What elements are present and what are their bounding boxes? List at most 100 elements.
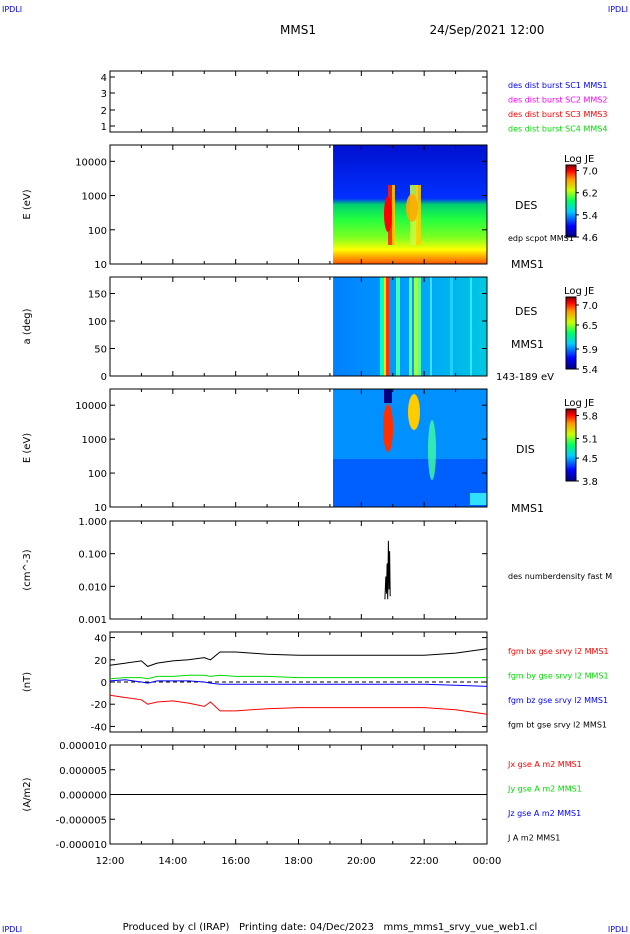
des-energy-colorbar [565,164,577,238]
density-panel-frame [109,520,488,620]
density-panel-ytick-label: 0.100 [78,550,107,561]
fgm-panel-ytick-label: 20 [94,656,107,667]
current-panel-ytick-label: 0.000000 [59,791,107,802]
header-spacecraft: MMS1 [280,23,316,37]
burst-legend-entry: des dist burst SC4 MMS4 [508,125,607,134]
dis-energy-panel-ytick-label: 10 [94,503,107,514]
density-panel-ylabel: (cm^-3) [22,549,33,590]
des-pitch-panel-ylabel: a (deg) [22,308,33,344]
dis-energy-hotspot [408,394,420,430]
corner-label-bottom-left: IPDLI [2,925,22,934]
burst-legend-entry: des dist burst SC3 MMS3 [508,110,607,119]
des-pitch-colorbar-label: 6.5 [582,321,598,332]
density-series-line [384,540,391,600]
dis-energy-panel-ytick-label: 10000 [75,401,107,412]
current-panel-ytick-label: 0.000005 [59,766,107,777]
dis-energy-hotspot [383,404,393,452]
des-energy-colorbar-label: 5.4 [582,211,598,222]
burst-legend-entry: des dist burst SC1 MMS1 [508,81,607,90]
fgm-series-line [109,648,488,667]
des-pitch-label: DES [515,305,537,318]
current-legend-entry: Jx gse A m2 MMS1 [507,760,582,769]
des-energy-colorbar-label: 4.6 [582,233,598,244]
fgm-legend-entry: fgm bx gse srvy l2 MMS1 [508,647,609,656]
fgm-series-line [109,694,488,715]
fgm-legend-entry: fgm bz gse srvy l2 MMS1 [508,696,608,705]
density-panel-ytick-label: 1.000 [78,517,107,528]
des-pitch-panel-ytick-label: 150 [88,290,107,301]
dis-energy-low-feature [470,493,487,505]
corner-label-bottom-right: IPDLI [608,925,628,934]
current-legend-entry: Jy gse A m2 MMS1 [507,785,582,794]
dis-energy-panel-ytick-label: 1000 [82,435,107,446]
dis-energy-colorbar [565,408,577,482]
dis-energy-label: DIS [516,443,535,456]
des-pitch-band [380,277,384,376]
fgm-panel-ytick-label: 40 [94,634,107,645]
des-pitch-band [470,277,472,376]
des-pitch-colorbar [565,296,577,370]
des-energy-colorbar-title: Log JE [564,154,594,165]
des-energy-panel-ytick-label: 10 [94,260,107,271]
des-energy-panel-ytick-label: 10000 [75,157,107,168]
burst-legend-entry: des dist burst SC2 MMS2 [508,96,607,105]
des-energy-label: edp scpot MMS1 [508,234,574,243]
des-pitch-band [396,277,400,376]
header-datetime: 24/Sep/2021 12:00 [430,23,545,37]
des-pitch-band [430,277,432,376]
fgm-series-line [109,674,487,680]
dis-energy-low-band [333,459,487,507]
burst-panel-ytick-label: 3 [101,89,107,100]
des-pitch-panel-ytick-label: 0 [101,372,107,383]
dis-energy-colorbar-label: 4.5 [582,454,598,465]
des-pitch-band [409,277,412,376]
fgm-panel-ytick-label: -40 [91,722,107,733]
dis-energy-colorbar-label: 3.8 [582,477,598,488]
des-pitch-colorbar-label: 5.9 [582,345,598,356]
dis-energy-top-feature [384,389,392,403]
dis-energy-panel-ytick-label: 100 [88,469,107,480]
dis-energy-panel-ylabel: E (eV) [22,433,33,463]
corner-label-top-left: IPDLI [2,5,22,14]
des-energy-panel-ytick-label: 100 [88,226,107,237]
x-axis-tick-label: 16:00 [221,856,250,867]
fgm-panel-ytick-label: -20 [91,700,107,711]
x-axis-tick-label: 00:00 [473,856,502,867]
des-pitch-panel-ytick-label: 100 [88,317,107,328]
des-pitch-label: MMS1 [511,338,544,351]
des-energy-label: MMS1 [511,258,544,271]
des-pitch-colorbar-label: 7.0 [582,301,598,312]
x-axis-tick-label: 12:00 [96,856,125,867]
fgm-series-line [109,679,488,687]
des-pitch-band [414,277,418,376]
des-energy-spike [392,185,395,245]
dis-energy-streak [428,420,436,480]
fgm-legend-entry: fgm by gse srvy l2 MMS1 [508,672,609,681]
density-legend-entry: des numberdensity fast M [508,572,612,581]
x-axis-tick-label: 14:00 [158,856,187,867]
dis-energy-label: MMS1 [511,502,544,515]
density-panel-ytick-label: 0.010 [78,582,107,593]
corner-label-top-right: IPDLI [608,5,628,14]
x-axis-tick-label: 22:00 [410,856,439,867]
dis-energy-colorbar-label: 5.1 [582,434,598,445]
burst-panel-frame [109,70,488,133]
fgm-panel-ytick-label: 0 [101,678,107,689]
des-energy-panel-ylabel: E (eV) [22,189,33,219]
current-panel-ytick-label: 0.000010 [59,741,107,752]
current-legend-entry: Jz gse A m2 MMS1 [507,809,581,818]
burst-panel-ytick-label: 1 [101,122,107,133]
dis-energy-colorbar-title: Log JE [564,398,594,409]
dis-energy-colorbar-label: 5.8 [582,412,598,423]
des-energy-colorbar-label: 7.0 [582,167,598,178]
des-energy-hotspot [384,196,392,232]
des-energy-panel-ytick-label: 1000 [82,192,107,203]
x-axis-tick-label: 18:00 [284,856,313,867]
des-pitch-colorbar-label: 5.4 [582,365,598,376]
fgm-legend-entry: fgm bt gse srvy l2 MMS1 [508,721,607,730]
des-pitch-colorbar-title: Log JE [564,286,594,297]
burst-panel-ytick-label: 2 [101,106,107,117]
des-pitch-band [450,277,453,376]
density-panel-ytick-label: 0.001 [78,615,107,626]
